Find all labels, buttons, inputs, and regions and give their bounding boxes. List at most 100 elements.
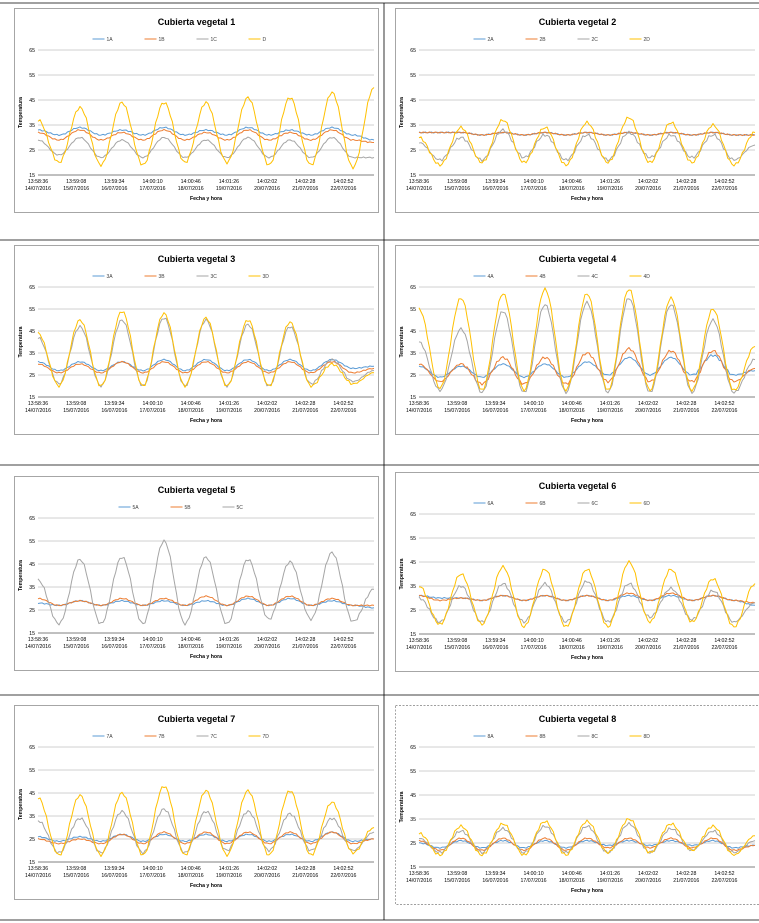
x-tick-label: 14:02:52 [714,179,734,185]
x-tick-label: 14:00:10 [142,179,162,185]
x-tick-label: 14:02:28 [295,866,315,872]
x-tick-label: 14:02:28 [295,637,315,643]
x-tick-label: 14:02:28 [295,179,315,185]
x-tick-date: 17/07/2016 [140,644,166,650]
chart-cubierta-6: Cubierta vegetal 6 6A 6B 6C 6D 65 55 45 35 25 15 Te… [395,472,759,677]
x-tick-label: 14:02:52 [714,638,734,644]
legend-label: 8C [592,734,599,740]
y-tick-label: 25 [410,373,416,379]
y-axis-label: Temperatura [399,791,405,822]
x-tick-label: 14:01:26 [600,871,620,877]
chart-title: Cubierta vegetal 5 [158,485,236,495]
x-tick-label: 13:58:36 [409,401,429,407]
y-tick-label: 15 [29,395,35,401]
y-tick-label: 45 [410,560,416,566]
x-tick-date: 21/07/2016 [292,408,318,414]
chart-frame [395,472,759,672]
x-tick-label: 14:01:26 [219,401,239,407]
legend-label: 8B [540,734,547,740]
x-tick-label: 13:59:34 [485,179,505,185]
y-tick-label: 35 [410,584,416,590]
x-tick-date: 14/07/2016 [406,186,432,192]
x-tick-label: 14:02:52 [333,179,353,185]
x-tick-label: 14:00:46 [562,401,582,407]
x-tick-date: 20/07/2016 [254,644,280,650]
legend-label: D [263,37,267,43]
y-tick-label: 55 [410,73,416,79]
x-tick-label: 14:00:10 [142,866,162,872]
x-tick-label: 13:58:36 [28,637,48,643]
x-tick-label: 14:01:26 [219,866,239,872]
x-axis-label: Fecha y hora [571,196,603,202]
legend-label: 2B [540,37,547,43]
x-tick-label: 13:59:08 [447,871,467,877]
x-tick-label: 13:58:36 [409,871,429,877]
x-tick-date: 20/07/2016 [635,408,661,414]
x-tick-label: 13:59:34 [485,401,505,407]
x-tick-date: 19/07/2016 [597,878,623,884]
x-tick-label: 14:00:46 [562,638,582,644]
y-tick-label: 65 [410,745,416,751]
x-tick-date: 20/07/2016 [635,645,661,651]
series-line-6D [418,560,756,629]
x-tick-label: 13:58:36 [409,638,429,644]
legend-label: 4D [644,274,651,280]
x-tick-date: 20/07/2016 [254,873,280,879]
chart-title: Cubierta vegetal 3 [158,254,236,264]
y-axis-label: Temperatura [18,789,24,820]
chart-frame [395,8,759,213]
y-tick-label: 45 [410,329,416,335]
chart-frame [14,245,379,435]
y-tick-label: 55 [410,307,416,313]
x-tick-label: 14:02:28 [676,401,696,407]
x-tick-date: 16/07/2016 [482,878,508,884]
x-tick-date: 21/07/2016 [673,645,699,651]
x-tick-label: 14:00:10 [142,637,162,643]
x-tick-label: 13:59:08 [447,401,467,407]
x-tick-label: 14:00:10 [142,401,162,407]
y-tick-label: 35 [29,351,35,357]
chart-title: Cubierta vegetal 6 [539,481,617,491]
y-tick-label: 25 [410,608,416,614]
chart-cubierta-5: Cubierta vegetal 5 5A 5B 5C 65 55 45 35 25 15 Temp… [14,476,379,676]
legend-label: 4B [540,274,547,280]
series-line-2B [418,131,756,137]
x-tick-date: 14/07/2016 [406,878,432,884]
series-line-5C [37,539,375,626]
y-axis-label: Temperatura [399,97,405,128]
y-tick-label: 25 [29,373,35,379]
x-tick-label: 13:58:36 [28,866,48,872]
x-tick-label: 14:02:52 [333,866,353,872]
x-tick-label: 14:02:28 [295,401,315,407]
y-tick-label: 65 [29,48,35,54]
x-tick-label: 14:02:52 [714,871,734,877]
x-tick-date: 21/07/2016 [292,644,318,650]
x-tick-date: 22/07/2016 [330,186,356,192]
chart-frame [14,8,379,213]
legend-label: 7A [107,734,114,740]
x-tick-date: 16/07/2016 [482,186,508,192]
x-tick-date: 20/07/2016 [254,186,280,192]
x-tick-date: 14/07/2016 [406,408,432,414]
x-tick-date: 15/07/2016 [444,645,470,651]
y-axis-label: Temperatura [399,326,405,357]
x-tick-label: 13:58:36 [409,179,429,185]
y-tick-label: 35 [410,351,416,357]
y-tick-label: 25 [29,148,35,154]
y-tick-label: 35 [29,123,35,129]
legend-label: 6D [644,501,651,507]
y-tick-label: 55 [29,539,35,545]
y-tick-label: 25 [29,608,35,614]
y-tick-label: 45 [29,98,35,104]
x-tick-date: 22/07/2016 [711,408,737,414]
x-tick-date: 14/07/2016 [25,186,51,192]
y-tick-label: 55 [29,307,35,313]
x-tick-label: 14:01:26 [600,401,620,407]
chart-frame [14,476,379,671]
x-axis-label: Fecha y hora [571,888,603,894]
legend-label: 6C [592,501,599,507]
x-tick-date: 19/07/2016 [216,408,242,414]
x-tick-label: 13:59:34 [104,637,124,643]
x-tick-date: 18/07/2016 [559,878,585,884]
x-tick-label: 14:00:46 [562,179,582,185]
